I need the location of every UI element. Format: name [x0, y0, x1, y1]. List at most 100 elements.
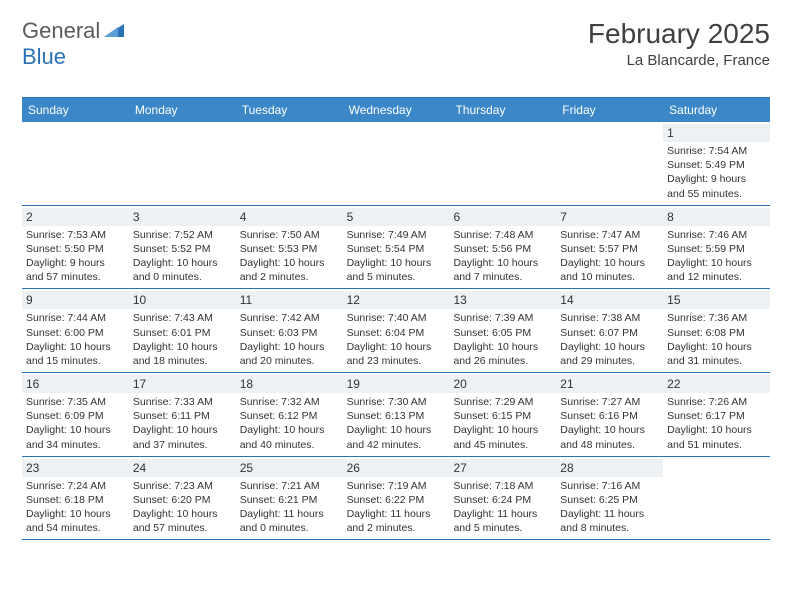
day-details: Sunrise: 7:39 AMSunset: 6:05 PMDaylight:… [453, 311, 552, 368]
day-cell [236, 122, 343, 205]
day-details: Sunrise: 7:38 AMSunset: 6:07 PMDaylight:… [560, 311, 659, 368]
day-cell: 12Sunrise: 7:40 AMSunset: 6:04 PMDayligh… [343, 289, 450, 372]
day-cell: 23Sunrise: 7:24 AMSunset: 6:18 PMDayligh… [22, 457, 129, 540]
day-number [449, 124, 556, 142]
day-details: Sunrise: 7:21 AMSunset: 6:21 PMDaylight:… [240, 479, 339, 536]
day-number: 16 [22, 375, 129, 393]
day-details: Sunrise: 7:23 AMSunset: 6:20 PMDaylight:… [133, 479, 232, 536]
week-row: 16 Sunrise: 7:35 AMSunset: 6:09 PMDayligh… [22, 373, 770, 457]
day-cell: 1Sunrise: 7:54 AMSunset: 5:49 PMDaylight… [663, 122, 770, 205]
day-details: Sunrise: 7:16 AMSunset: 6:25 PMDaylight:… [560, 479, 659, 536]
day-cell: 14Sunrise: 7:38 AMSunset: 6:07 PMDayligh… [556, 289, 663, 372]
day-cell: 19 Sunrise: 7:30 AMSunset: 6:13 PMDayligh… [343, 373, 450, 456]
day-cell: 21 Sunrise: 7:27 AMSunset: 6:16 PMDayligh… [556, 373, 663, 456]
day-details: Sunrise: 7:26 AMSunset: 6:17 PMDaylight:… [667, 395, 766, 452]
day-cell: 17Sunrise: 7:33 AMSunset: 6:11 PMDayligh… [129, 373, 236, 456]
logo-text-blue: Blue [22, 44, 66, 69]
day-number: 9 [22, 291, 129, 309]
day-cell: 6 Sunrise: 7:48 AMSunset: 5:56 PMDaylight… [449, 206, 556, 289]
day-cell: 8 Sunrise: 7:46 AMSunset: 5:59 PMDaylight… [663, 206, 770, 289]
day-cell: 27Sunrise: 7:18 AMSunset: 6:24 PMDayligh… [449, 457, 556, 540]
day-details: Sunrise: 7:33 AMSunset: 6:11 PMDaylight:… [133, 395, 232, 452]
day-cell: 5Sunrise: 7:49 AMSunset: 5:54 PMDaylight… [343, 206, 450, 289]
logo-text-general: General [22, 18, 100, 44]
day-number: 13 [449, 291, 556, 309]
day-number: 8 [663, 208, 770, 226]
header: General February 2025 La Blancarde, Fran… [22, 18, 770, 69]
day-number: 10 [129, 291, 236, 309]
day-number [343, 124, 450, 142]
day-number: 21 [556, 375, 663, 393]
day-number: 6 [449, 208, 556, 226]
day-details: Sunrise: 7:48 AMSunset: 5:56 PMDaylight:… [453, 228, 552, 285]
week-row: 9 Sunrise: 7:44 AMSunset: 6:00 PMDaylight… [22, 289, 770, 373]
day-cell: 22 Sunrise: 7:26 AMSunset: 6:17 PMDayligh… [663, 373, 770, 456]
day-header-row: SundayMondayTuesdayWednesdayThursdayFrid… [22, 98, 770, 122]
day-number: 28 [556, 459, 663, 477]
day-details: Sunrise: 7:47 AMSunset: 5:57 PMDaylight:… [560, 228, 659, 285]
day-cell: 9 Sunrise: 7:44 AMSunset: 6:00 PMDaylight… [22, 289, 129, 372]
day-details: Sunrise: 7:40 AMSunset: 6:04 PMDaylight:… [347, 311, 446, 368]
day-number: 18 [236, 375, 343, 393]
day-header: Wednesday [343, 98, 450, 122]
day-details: Sunrise: 7:43 AMSunset: 6:01 PMDaylight:… [133, 311, 232, 368]
day-cell [449, 122, 556, 205]
week-row: 23Sunrise: 7:24 AMSunset: 6:18 PMDayligh… [22, 457, 770, 541]
day-number: 2 [22, 208, 129, 226]
day-details: Sunrise: 7:44 AMSunset: 6:00 PMDaylight:… [26, 311, 125, 368]
day-cell: 13 Sunrise: 7:39 AMSunset: 6:05 PMDayligh… [449, 289, 556, 372]
day-details: Sunrise: 7:27 AMSunset: 6:16 PMDaylight:… [560, 395, 659, 452]
day-cell: 7 Sunrise: 7:47 AMSunset: 5:57 PMDaylight… [556, 206, 663, 289]
week-row: 1Sunrise: 7:54 AMSunset: 5:49 PMDaylight… [22, 122, 770, 206]
day-cell [556, 122, 663, 205]
day-details: Sunrise: 7:24 AMSunset: 6:18 PMDaylight:… [26, 479, 125, 536]
day-cell [22, 122, 129, 205]
day-cell [129, 122, 236, 205]
logo: General [22, 18, 126, 44]
day-number: 25 [236, 459, 343, 477]
day-number: 27 [449, 459, 556, 477]
day-number: 4 [236, 208, 343, 226]
day-header: Sunday [22, 98, 129, 122]
day-details: Sunrise: 7:19 AMSunset: 6:22 PMDaylight:… [347, 479, 446, 536]
day-header: Tuesday [236, 98, 343, 122]
day-number: 20 [449, 375, 556, 393]
triangle-icon [104, 21, 124, 42]
day-cell: 2 Sunrise: 7:53 AMSunset: 5:50 PMDaylight… [22, 206, 129, 289]
day-details: Sunrise: 7:30 AMSunset: 6:13 PMDaylight:… [347, 395, 446, 452]
weeks-container: 1Sunrise: 7:54 AMSunset: 5:49 PMDaylight… [22, 122, 770, 540]
day-number: 22 [663, 375, 770, 393]
day-number: 24 [129, 459, 236, 477]
day-cell: 24 Sunrise: 7:23 AMSunset: 6:20 PMDayligh… [129, 457, 236, 540]
day-details: Sunrise: 7:46 AMSunset: 5:59 PMDaylight:… [667, 228, 766, 285]
day-number [236, 124, 343, 142]
day-number: 19 [343, 375, 450, 393]
day-details: Sunrise: 7:29 AMSunset: 6:15 PMDaylight:… [453, 395, 552, 452]
calendar: SundayMondayTuesdayWednesdayThursdayFrid… [22, 97, 770, 540]
week-row: 2 Sunrise: 7:53 AMSunset: 5:50 PMDaylight… [22, 206, 770, 290]
day-number [663, 459, 770, 477]
day-number: 1 [663, 124, 770, 142]
title-block: February 2025 La Blancarde, France [588, 18, 770, 69]
day-number [129, 124, 236, 142]
day-cell: 18Sunrise: 7:32 AMSunset: 6:12 PMDayligh… [236, 373, 343, 456]
day-details: Sunrise: 7:53 AMSunset: 5:50 PMDaylight:… [26, 228, 125, 285]
day-number: 15 [663, 291, 770, 309]
day-details: Sunrise: 7:35 AMSunset: 6:09 PMDaylight:… [26, 395, 125, 452]
day-number: 26 [343, 459, 450, 477]
day-cell: 28 Sunrise: 7:16 AMSunset: 6:25 PMDayligh… [556, 457, 663, 540]
day-cell: 10 Sunrise: 7:43 AMSunset: 6:01 PMDayligh… [129, 289, 236, 372]
day-number: 5 [343, 208, 450, 226]
logo-line2: Blue [22, 44, 66, 70]
day-number: 7 [556, 208, 663, 226]
day-details: Sunrise: 7:42 AMSunset: 6:03 PMDaylight:… [240, 311, 339, 368]
day-cell: 25 Sunrise: 7:21 AMSunset: 6:21 PMDayligh… [236, 457, 343, 540]
day-cell: 16 Sunrise: 7:35 AMSunset: 6:09 PMDayligh… [22, 373, 129, 456]
day-number: 11 [236, 291, 343, 309]
day-details: Sunrise: 7:36 AMSunset: 6:08 PMDaylight:… [667, 311, 766, 368]
day-cell [663, 457, 770, 540]
location: La Blancarde, France [588, 52, 770, 69]
day-header: Thursday [449, 98, 556, 122]
day-cell [343, 122, 450, 205]
day-cell: 26 Sunrise: 7:19 AMSunset: 6:22 PMDayligh… [343, 457, 450, 540]
